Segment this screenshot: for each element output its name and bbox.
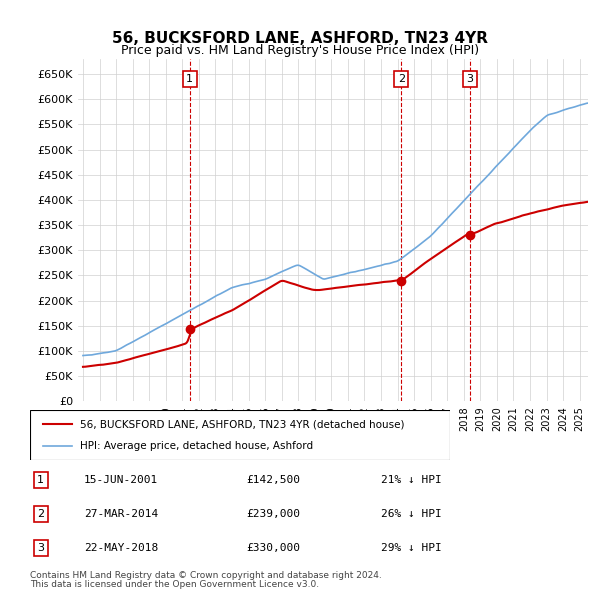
Text: 1: 1 (186, 74, 193, 84)
Text: 1: 1 (37, 475, 44, 485)
Text: 2: 2 (398, 74, 405, 84)
Text: HPI: Average price, detached house, Ashford: HPI: Average price, detached house, Ashf… (80, 441, 314, 451)
Text: Contains HM Land Registry data © Crown copyright and database right 2024.: Contains HM Land Registry data © Crown c… (30, 571, 382, 580)
Text: 15-JUN-2001: 15-JUN-2001 (84, 475, 158, 485)
Text: 56, BUCKSFORD LANE, ASHFORD, TN23 4YR: 56, BUCKSFORD LANE, ASHFORD, TN23 4YR (112, 31, 488, 46)
Text: 27-MAR-2014: 27-MAR-2014 (84, 509, 158, 519)
Text: 56, BUCKSFORD LANE, ASHFORD, TN23 4YR (detached house): 56, BUCKSFORD LANE, ASHFORD, TN23 4YR (d… (80, 419, 405, 429)
Text: 21% ↓ HPI: 21% ↓ HPI (381, 475, 442, 485)
Text: Price paid vs. HM Land Registry's House Price Index (HPI): Price paid vs. HM Land Registry's House … (121, 44, 479, 57)
Text: £142,500: £142,500 (246, 475, 300, 485)
Text: 26% ↓ HPI: 26% ↓ HPI (381, 509, 442, 519)
Text: £330,000: £330,000 (246, 543, 300, 553)
Text: £239,000: £239,000 (246, 509, 300, 519)
Text: 29% ↓ HPI: 29% ↓ HPI (381, 543, 442, 553)
Text: 22-MAY-2018: 22-MAY-2018 (84, 543, 158, 553)
Text: 3: 3 (37, 543, 44, 553)
Text: This data is licensed under the Open Government Licence v3.0.: This data is licensed under the Open Gov… (30, 579, 319, 589)
Text: 2: 2 (37, 509, 44, 519)
Text: 3: 3 (467, 74, 473, 84)
FancyBboxPatch shape (30, 410, 450, 460)
